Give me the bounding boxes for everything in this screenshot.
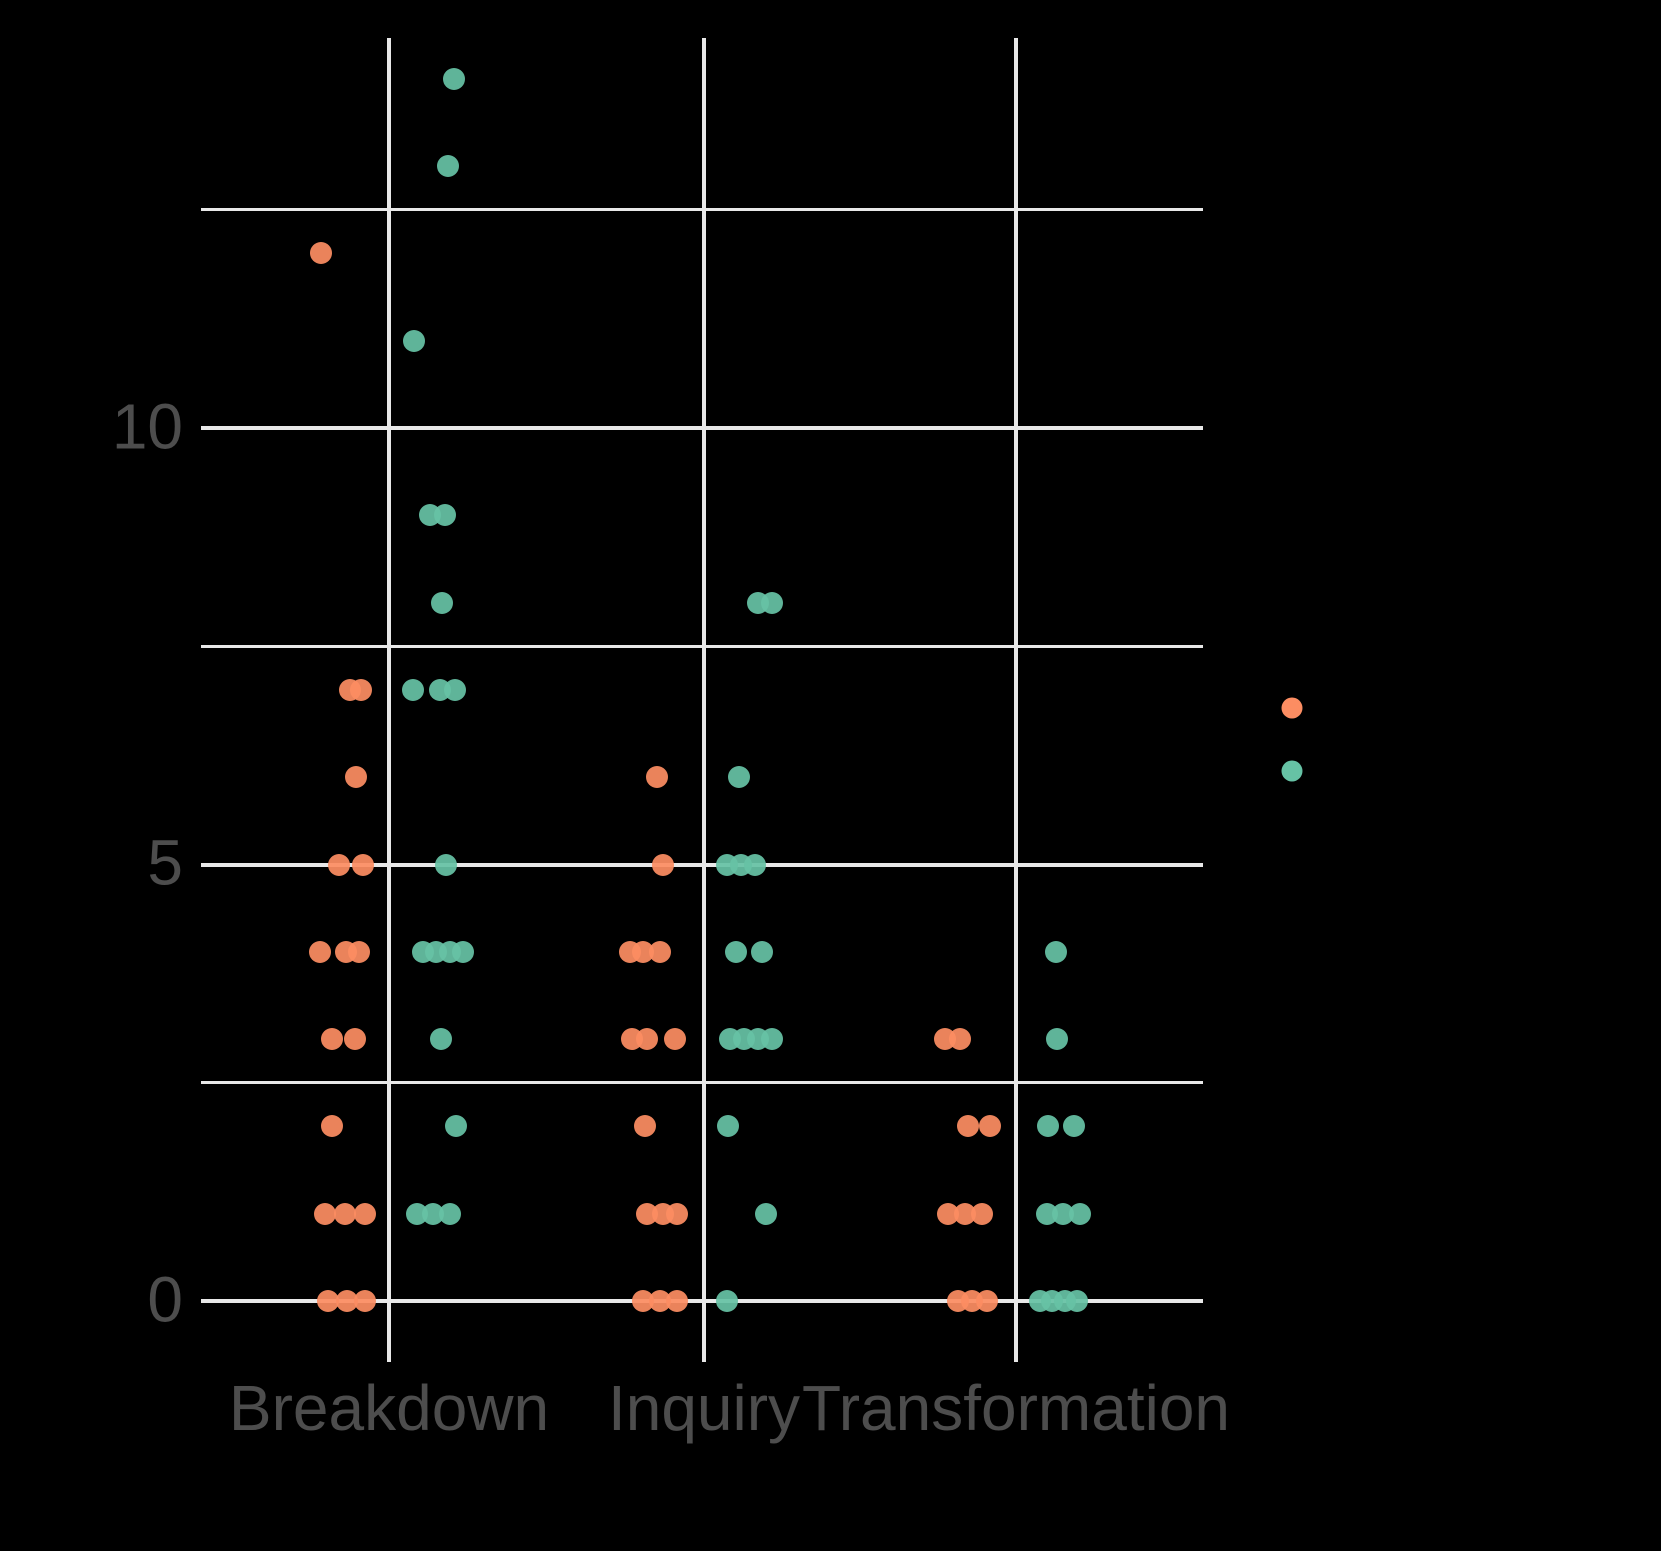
data-point [350, 678, 372, 701]
data-point [632, 1290, 654, 1312]
x-axis-category-label-transformation: Transformation [802, 1372, 1230, 1444]
data-point [937, 1202, 959, 1225]
data-point [649, 1290, 671, 1312]
data-point [348, 940, 370, 963]
data-point [434, 504, 456, 527]
data-point [1063, 1115, 1085, 1138]
data-point [954, 1202, 976, 1225]
data-point [728, 766, 750, 789]
data-point [345, 766, 367, 789]
gridline-x-breakdown [387, 38, 391, 1362]
data-point [957, 1115, 979, 1138]
data-point [431, 591, 453, 614]
data-point [1052, 1202, 1074, 1225]
data-point [666, 1202, 688, 1225]
data-point [310, 242, 332, 265]
data-point [755, 1202, 777, 1225]
data-point [430, 1028, 452, 1051]
data-point [1037, 1115, 1059, 1138]
data-point [344, 1028, 366, 1051]
data-point [452, 940, 474, 963]
gridline-x-inquiry [702, 38, 706, 1362]
data-point [1066, 1290, 1088, 1312]
data-point [402, 678, 424, 701]
data-point [666, 1290, 688, 1312]
y-axis-tick-label-5: 5 [147, 826, 183, 899]
data-point [437, 155, 459, 178]
data-point [1046, 1028, 1068, 1051]
x-axis-category-label-inquiry: Inquiry [607, 1372, 801, 1444]
data-point [317, 1290, 339, 1312]
data-point [336, 1290, 358, 1312]
data-point [744, 853, 766, 876]
data-point [403, 329, 425, 352]
data-point [314, 1202, 336, 1225]
data-point [664, 1028, 686, 1051]
data-point [976, 1290, 998, 1312]
data-point [1045, 940, 1067, 963]
data-point [422, 1202, 444, 1225]
data-point [646, 766, 668, 789]
data-point [949, 1028, 971, 1051]
legend-swatch-orange-group [1281, 697, 1303, 719]
data-point [761, 1028, 783, 1051]
data-point [354, 1290, 376, 1312]
data-point [439, 1202, 461, 1225]
data-point [725, 940, 747, 963]
data-point [751, 940, 773, 963]
data-point [334, 1202, 356, 1225]
data-point [652, 853, 674, 876]
gridline-x-transformation [1014, 38, 1018, 1362]
data-point [444, 678, 466, 701]
data-point [636, 1028, 658, 1051]
y-axis-tick-label-10: 10 [111, 390, 183, 463]
data-point [328, 853, 350, 876]
data-point [971, 1202, 993, 1225]
data-point [634, 1115, 656, 1138]
x-axis-category-label-breakdown: Breakdown [228, 1372, 550, 1444]
data-point [1069, 1202, 1091, 1225]
legend-swatch-green-group [1281, 760, 1303, 782]
data-point [445, 1115, 467, 1138]
data-point [321, 1115, 343, 1138]
y-axis-tick-label-0: 0 [147, 1263, 183, 1336]
data-point [435, 853, 457, 876]
data-point [321, 1028, 343, 1051]
data-point [649, 940, 671, 963]
data-point [717, 1115, 739, 1138]
data-point [632, 940, 654, 963]
data-point [979, 1115, 1001, 1138]
data-point [761, 591, 783, 614]
data-point [352, 853, 374, 876]
data-point [716, 1290, 738, 1312]
data-point [309, 940, 331, 963]
data-point [354, 1202, 376, 1225]
data-point [443, 67, 465, 90]
